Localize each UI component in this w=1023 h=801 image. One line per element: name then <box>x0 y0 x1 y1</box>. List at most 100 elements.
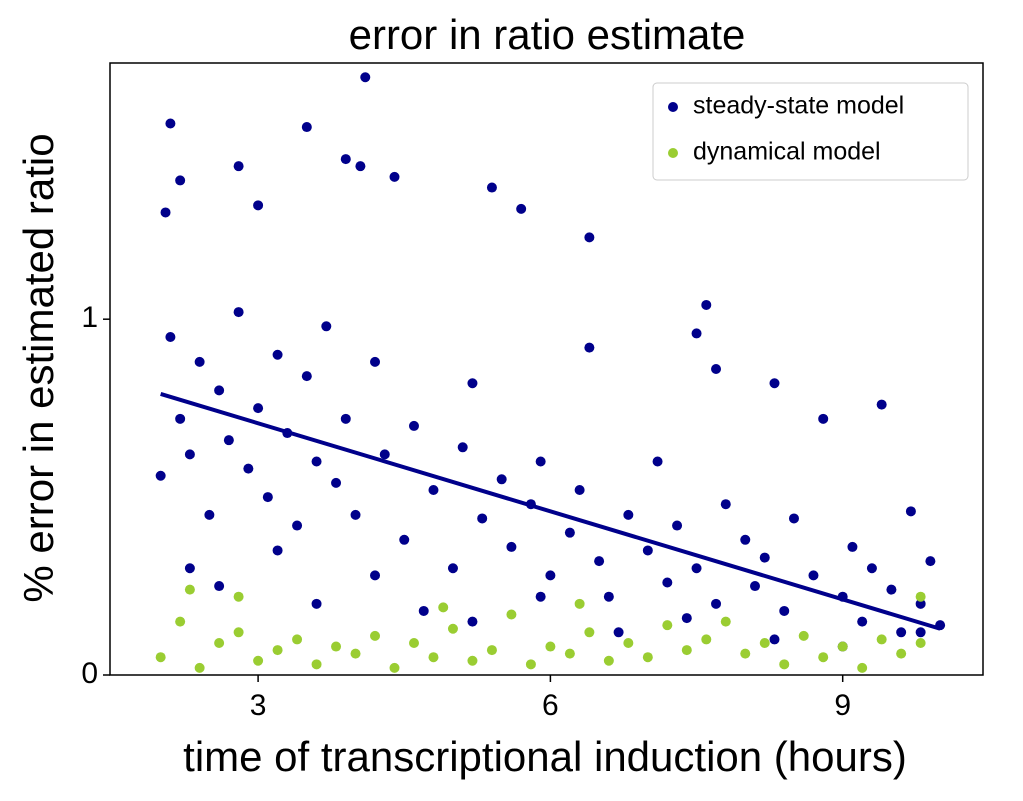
point <box>253 200 264 211</box>
point <box>292 520 303 531</box>
point <box>360 72 371 83</box>
point <box>701 299 712 310</box>
point <box>408 420 419 431</box>
point <box>769 634 780 645</box>
point <box>662 577 673 588</box>
point <box>447 563 458 574</box>
point <box>516 203 527 214</box>
point <box>896 648 907 659</box>
point <box>233 591 244 602</box>
point <box>701 634 712 645</box>
point <box>720 616 731 627</box>
point <box>243 463 254 474</box>
point <box>603 591 614 602</box>
point <box>428 484 439 495</box>
point <box>467 616 478 627</box>
point <box>886 584 897 595</box>
point <box>370 356 381 367</box>
point <box>915 637 926 648</box>
point <box>545 641 556 652</box>
point <box>779 605 790 616</box>
point <box>535 591 546 602</box>
point <box>564 648 575 659</box>
point <box>389 662 400 673</box>
point <box>808 570 819 581</box>
point <box>155 652 166 663</box>
point <box>467 655 478 666</box>
point <box>759 552 770 563</box>
point <box>477 513 488 524</box>
point <box>214 385 225 396</box>
point <box>467 378 478 389</box>
legend-marker <box>668 102 678 112</box>
point <box>574 598 585 609</box>
point <box>564 527 575 538</box>
point <box>750 581 761 592</box>
point <box>175 175 186 186</box>
point <box>857 662 868 673</box>
point <box>603 655 614 666</box>
point <box>691 328 702 339</box>
point <box>847 541 858 552</box>
point <box>740 648 751 659</box>
point <box>594 556 605 567</box>
point <box>253 403 264 414</box>
point <box>272 545 283 556</box>
point <box>194 356 205 367</box>
point <box>535 456 546 467</box>
point <box>370 570 381 581</box>
point <box>184 563 195 574</box>
point <box>818 652 829 663</box>
point <box>642 545 653 556</box>
point <box>652 456 663 467</box>
y-tick-label: 0 <box>81 657 98 690</box>
point <box>204 509 215 520</box>
point <box>672 520 683 531</box>
legend-marker <box>668 148 678 158</box>
point <box>740 534 751 545</box>
point <box>233 307 244 318</box>
x-tick-label: 3 <box>250 689 267 722</box>
point <box>389 171 400 182</box>
point <box>574 484 585 495</box>
point <box>905 506 916 517</box>
point <box>915 627 926 638</box>
point <box>759 637 770 648</box>
point <box>613 627 624 638</box>
point <box>399 534 410 545</box>
point <box>253 655 264 666</box>
point <box>301 122 312 133</box>
point <box>340 154 351 165</box>
point <box>711 364 722 374</box>
point <box>233 161 244 172</box>
point <box>331 477 342 488</box>
point <box>165 118 176 129</box>
point <box>350 509 361 520</box>
point <box>866 563 877 574</box>
x-axis-label: time of transcriptional induction (hours… <box>183 733 907 780</box>
point <box>506 541 517 552</box>
y-tick-label: 1 <box>81 301 98 334</box>
point <box>379 449 390 460</box>
point <box>311 659 322 670</box>
point <box>769 378 780 389</box>
legend-label: dynamical model <box>693 138 881 166</box>
point <box>233 627 244 638</box>
point <box>876 634 887 645</box>
point <box>214 581 225 592</box>
point <box>486 645 497 656</box>
point <box>584 232 595 243</box>
point <box>837 641 848 652</box>
point <box>662 620 673 631</box>
point <box>545 570 556 581</box>
point <box>370 630 381 641</box>
point <box>331 641 342 652</box>
point <box>584 342 595 353</box>
point <box>857 616 868 627</box>
point <box>525 659 536 670</box>
point <box>155 470 166 481</box>
point <box>896 627 907 638</box>
point <box>428 652 439 663</box>
chart-title: error in ratio estimate <box>349 11 746 58</box>
